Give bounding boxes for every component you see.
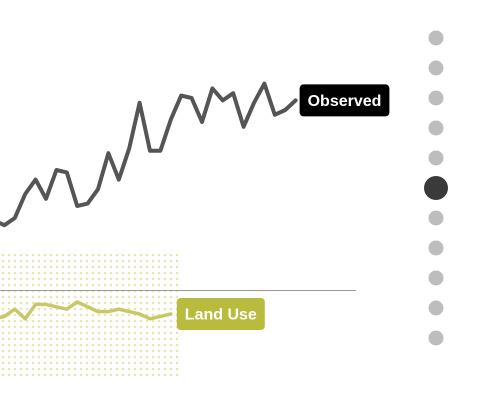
label-background	[176, 298, 265, 330]
nav-dot[interactable]	[428, 300, 444, 316]
nav-dot[interactable]	[428, 60, 444, 76]
series-observed: Observed	[0, 81, 390, 228]
series-label-text: Observed	[308, 93, 382, 110]
series-land-use: Land Use	[0, 298, 265, 330]
nav-dot[interactable]	[428, 330, 444, 346]
series-label-text: Land Use	[185, 307, 257, 324]
series-line	[0, 300, 173, 321]
series-end-label: Land Use	[176, 298, 265, 330]
nav-dot[interactable]	[428, 90, 444, 106]
nav-dot[interactable]	[428, 30, 444, 46]
slide-navigation[interactable]	[424, 30, 448, 346]
series-end-label: Observed	[299, 84, 390, 117]
nav-dot[interactable]	[428, 240, 444, 256]
series-line	[0, 81, 298, 228]
nav-dot[interactable]	[428, 270, 444, 286]
series-layer: Land Use Observed	[0, 81, 390, 330]
label-background	[299, 84, 390, 117]
nav-dot-active[interactable]	[424, 176, 448, 200]
nav-dot[interactable]	[428, 210, 444, 226]
nav-dot[interactable]	[428, 120, 444, 136]
nav-dot[interactable]	[428, 150, 444, 166]
